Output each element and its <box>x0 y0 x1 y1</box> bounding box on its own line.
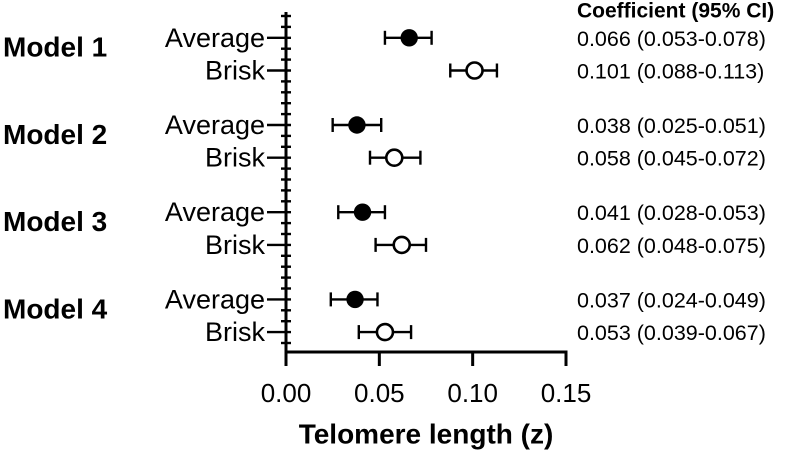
point-marker-brisk <box>392 235 412 255</box>
point-marker-brisk <box>375 322 395 342</box>
point-marker-average <box>346 290 364 309</box>
row-label: Average <box>165 110 265 140</box>
row-label: Brisk <box>205 56 265 86</box>
row-label: Average <box>165 23 265 53</box>
model-label: Model 3 <box>3 206 107 237</box>
coefficient-value: 0.041 (0.028-0.053) <box>577 201 766 225</box>
point-marker-brisk <box>384 148 404 167</box>
coefficient-value: 0.053 (0.039-0.067) <box>577 321 766 345</box>
model-label: Model 4 <box>3 293 108 324</box>
x-axis-title: Telomere length (z) <box>299 419 554 450</box>
coefficient-value: 0.066 (0.053-0.078) <box>577 27 766 51</box>
row-label: Brisk <box>205 143 265 173</box>
x-tick-label: 0.00 <box>261 378 312 408</box>
coefficient-value: 0.037 (0.024-0.049) <box>577 288 766 312</box>
x-tick-label: 0.15 <box>541 378 592 408</box>
point-marker-average <box>400 29 418 47</box>
coefficient-column-header: Coefficient (95% CI) <box>577 0 774 23</box>
coefficient-value: 0.062 (0.048-0.075) <box>577 234 766 258</box>
row-label: Brisk <box>205 230 265 260</box>
row-label: Average <box>165 284 265 314</box>
point-marker-average <box>353 203 372 221</box>
plot-generated-layer: 0.00 0.05 0.10 0.15 Model 1 Average 0.066 (0.0… <box>3 12 766 408</box>
coefficient-value: 0.101 (0.088-0.113) <box>577 60 764 84</box>
coefficient-value: 0.058 (0.045-0.072) <box>577 147 766 171</box>
point-marker-average <box>348 116 366 134</box>
coefficient-value: 0.038 (0.025-0.051) <box>577 114 766 138</box>
model-label: Model 2 <box>3 119 107 150</box>
model-label: Model 1 <box>3 32 107 63</box>
row-label: Brisk <box>205 317 265 347</box>
row-label: Average <box>165 197 265 227</box>
x-tick-label: 0.05 <box>354 378 405 408</box>
x-tick-label: 0.10 <box>447 378 498 408</box>
point-marker-brisk <box>465 61 484 80</box>
